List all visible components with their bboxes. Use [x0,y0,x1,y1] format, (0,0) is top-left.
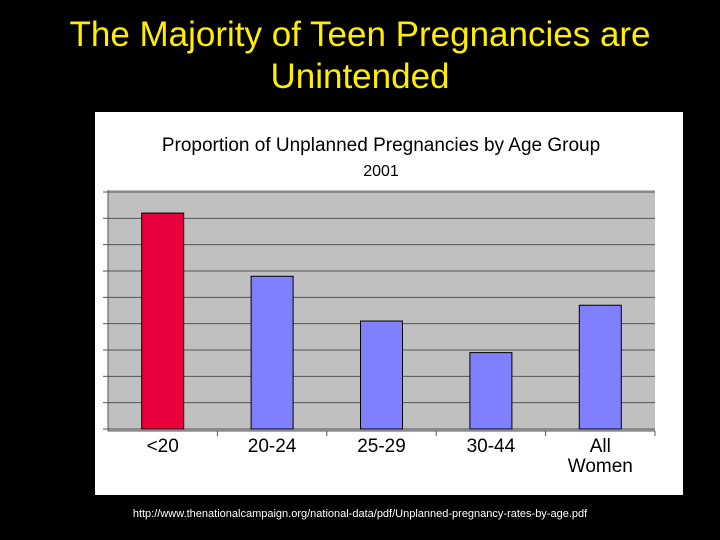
x-tick-label: <20 [146,436,179,457]
source-link: http://www.thenationalcampaign.org/natio… [132,508,588,520]
chart-subtitle: 2001 [363,163,399,180]
slide-title: The Majority of Teen Pregnancies are Uni… [69,15,651,96]
chart-title: Proportion of Unplanned Pregnancies by A… [162,135,600,156]
bar [141,212,185,430]
bar [469,352,513,430]
bar [360,320,403,430]
x-tick-label: 25-29 [357,436,406,457]
x-tick-label: All Women [567,436,633,477]
bar [578,304,622,430]
x-tick-label: 30-44 [466,436,516,457]
bar [250,275,294,430]
x-tick-label: 20-24 [247,436,297,457]
